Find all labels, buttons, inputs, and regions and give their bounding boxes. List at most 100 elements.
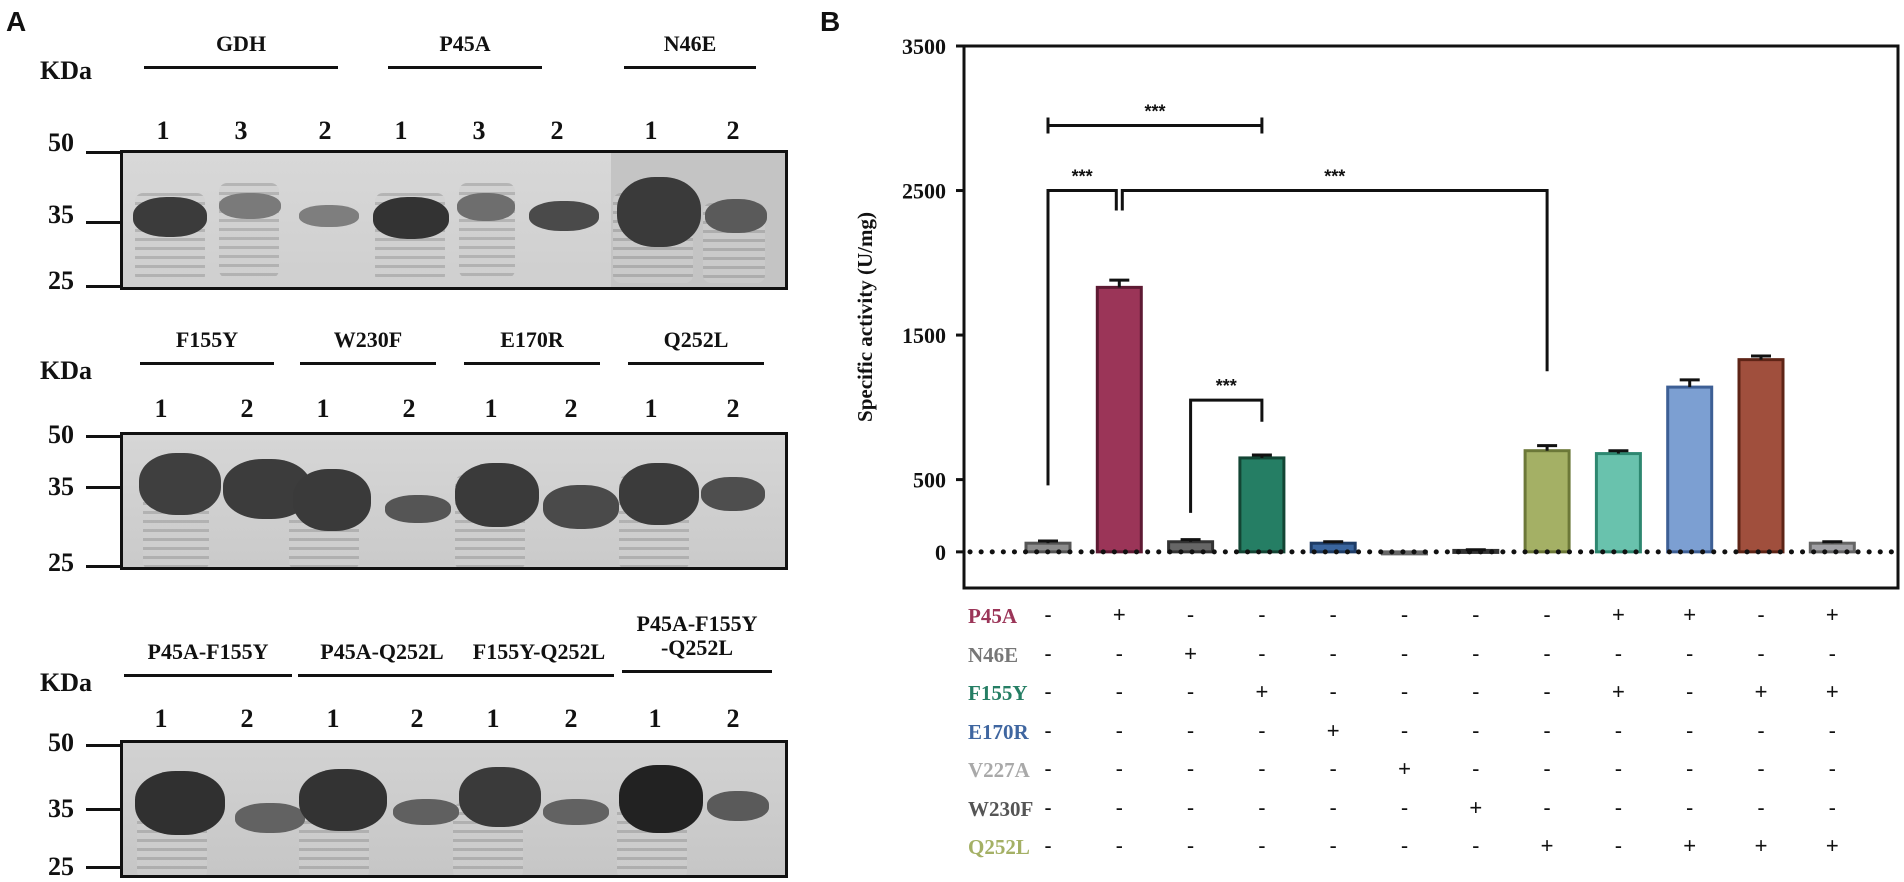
y-axis-label: Specific activity (U/mg) bbox=[853, 212, 877, 422]
plot-frame bbox=[962, 44, 1900, 590]
protein-band bbox=[139, 453, 221, 515]
group-label: P45A-F155Y bbox=[147, 639, 269, 664]
protein-band bbox=[543, 485, 619, 529]
mutation-sign: - bbox=[1472, 679, 1480, 704]
mutation-sign: + bbox=[1540, 833, 1554, 858]
mw-tick bbox=[86, 486, 120, 489]
mutation-sign: + bbox=[1255, 679, 1269, 704]
lane-number: 2 bbox=[564, 394, 578, 423]
mutation-sign: + bbox=[1683, 833, 1697, 858]
mutation-sign: - bbox=[1258, 640, 1266, 666]
lane-number: 1 bbox=[154, 704, 168, 733]
mutation-sign: - bbox=[1329, 794, 1337, 820]
significance-label: *** bbox=[1216, 376, 1237, 396]
mutation-sign: - bbox=[1258, 833, 1266, 858]
mutation-sign: - bbox=[1258, 717, 1266, 743]
mutation-row-label: E170R bbox=[968, 719, 1029, 744]
protein-band bbox=[707, 791, 769, 821]
mutation-row-label: W230F bbox=[968, 796, 1034, 821]
mutation-sign: - bbox=[1329, 602, 1337, 627]
mutation-sign: - bbox=[1258, 794, 1266, 820]
mw-tick bbox=[86, 808, 120, 811]
mw-tick bbox=[86, 866, 120, 869]
group-label: P45A bbox=[439, 31, 491, 56]
mutation-sign: - bbox=[1115, 794, 1123, 820]
lane-number: 1 bbox=[644, 394, 658, 423]
lane-number: 2 bbox=[726, 704, 740, 733]
mw-marker: 25 bbox=[48, 266, 74, 295]
mw-marker: 25 bbox=[48, 548, 74, 577]
group-underline bbox=[622, 670, 772, 673]
group-label: E170R bbox=[500, 327, 564, 352]
mutation-sign: - bbox=[1186, 756, 1195, 781]
mutation-sign: + bbox=[1326, 717, 1340, 743]
mw-tick bbox=[86, 285, 120, 288]
mutation-sign: - bbox=[1329, 833, 1337, 858]
panel-a-letter: A bbox=[6, 6, 27, 37]
kda-label: KDa bbox=[40, 56, 92, 85]
y-tick-label: 0 bbox=[935, 540, 946, 565]
mutation-sign: + bbox=[1469, 794, 1483, 820]
group-q252l: Q252L bbox=[628, 328, 764, 365]
lane-number: 3 bbox=[472, 116, 486, 145]
mutation-sign: - bbox=[1828, 756, 1836, 781]
protein-band bbox=[617, 177, 701, 247]
mutation-sign: - bbox=[1828, 794, 1836, 820]
group-label: W230F bbox=[333, 327, 403, 352]
panel-b: B 0 500 1500 2500 3500 Specific activity (U/m… bbox=[820, 0, 1904, 879]
protein-band bbox=[393, 799, 459, 825]
mutation-sign: - bbox=[1400, 833, 1409, 858]
mutation-sign: - bbox=[1400, 717, 1409, 743]
mutation-sign: + bbox=[1611, 602, 1625, 627]
group-n46e: N46E bbox=[624, 32, 756, 69]
mutation-sign: - bbox=[1044, 833, 1052, 858]
mutation-sign: + bbox=[1184, 640, 1198, 666]
y-tick-label: 3500 bbox=[902, 34, 946, 59]
significance-bracket bbox=[1120, 189, 1549, 372]
mutation-sign: - bbox=[1186, 602, 1195, 627]
mutation-sign: - bbox=[1472, 640, 1480, 666]
mutation-sign: - bbox=[1828, 640, 1836, 666]
group-underline bbox=[140, 362, 274, 365]
group-p45a: P45A bbox=[388, 32, 542, 69]
protein-band bbox=[135, 771, 225, 835]
group-f155y-q252l: F155Y-Q252L bbox=[464, 640, 614, 677]
group-label: Q252L bbox=[663, 327, 729, 352]
mutation-sign: - bbox=[1186, 679, 1195, 704]
significance-label: *** bbox=[1144, 101, 1165, 121]
lane-number: 1 bbox=[326, 704, 340, 733]
mutation-sign: - bbox=[1543, 602, 1551, 627]
lane-number: 2 bbox=[410, 704, 424, 733]
mutation-sign: - bbox=[1329, 640, 1337, 666]
mutation-sign: + bbox=[1825, 679, 1839, 704]
lane-number: 2 bbox=[318, 116, 332, 145]
mutation-sign: - bbox=[1044, 794, 1052, 820]
mw-marker: 50 bbox=[48, 420, 74, 449]
protein-band bbox=[219, 193, 281, 219]
mutation-row-label: F155Y bbox=[968, 681, 1028, 705]
protein-band bbox=[529, 201, 599, 231]
mutation-sign: - bbox=[1686, 679, 1694, 704]
significance-label: *** bbox=[1324, 167, 1345, 187]
significance-bracket bbox=[1046, 189, 1118, 486]
mutation-row-label: Q252L bbox=[968, 835, 1030, 859]
y-tick-label: 500 bbox=[913, 468, 946, 493]
protein-band bbox=[619, 463, 699, 525]
lane-number: 1 bbox=[644, 116, 658, 145]
group-underline bbox=[628, 362, 764, 365]
lane-number: 3 bbox=[234, 116, 248, 145]
mutation-sign: - bbox=[1614, 794, 1623, 820]
bar bbox=[1095, 285, 1143, 554]
mutation-sign: - bbox=[1543, 640, 1551, 666]
mutation-sign: - bbox=[1686, 794, 1694, 820]
protein-band bbox=[705, 199, 767, 233]
mw-tick bbox=[86, 565, 120, 568]
significance-label: *** bbox=[1072, 167, 1093, 187]
mutation-sign: - bbox=[1686, 717, 1694, 743]
mutation-sign: - bbox=[1757, 794, 1765, 820]
protein-band bbox=[701, 477, 765, 511]
mutation-sign: - bbox=[1186, 794, 1195, 820]
mw-tick bbox=[86, 744, 120, 747]
mutation-sign: - bbox=[1472, 717, 1480, 743]
protein-band bbox=[455, 463, 539, 527]
